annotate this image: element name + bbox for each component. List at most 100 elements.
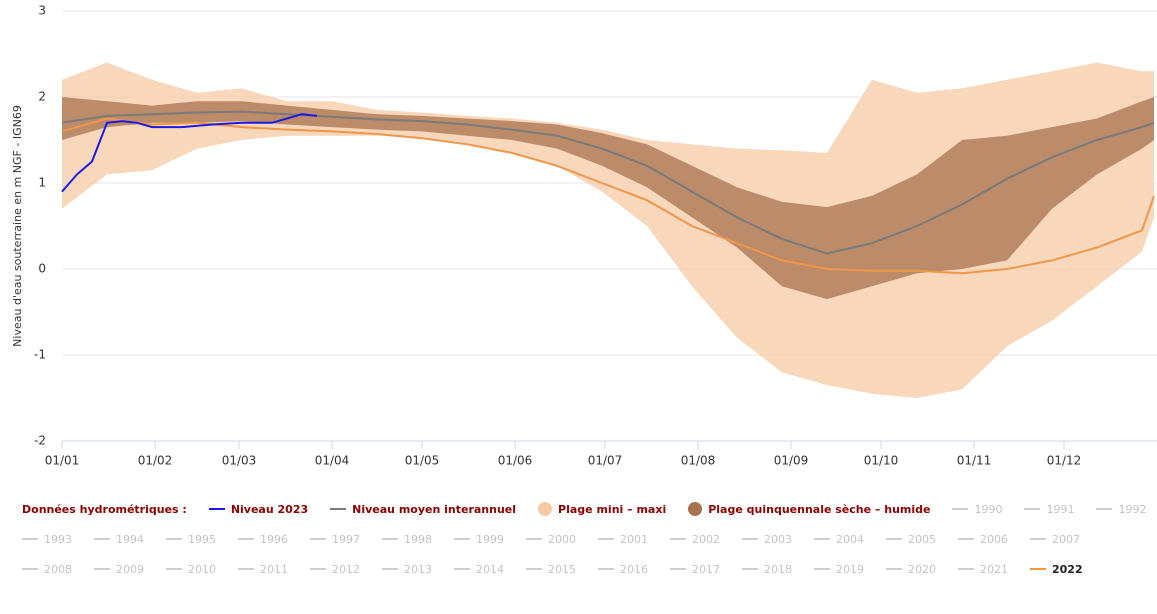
legend-swatch bbox=[238, 538, 254, 540]
legend-item[interactable]: Plage mini – maxi bbox=[538, 500, 666, 518]
legend-swatch bbox=[94, 568, 110, 570]
y-tick-label: 2 bbox=[38, 90, 46, 104]
legend-item[interactable]: 1990 bbox=[952, 500, 1002, 518]
legend-swatch bbox=[1030, 568, 1046, 570]
legend-swatch bbox=[688, 502, 703, 516]
legend-item[interactable]: 1994 bbox=[94, 530, 144, 548]
legend-item[interactable]: 2016 bbox=[598, 560, 648, 578]
legend-label: 2003 bbox=[764, 532, 792, 546]
legend-item[interactable]: 2020 bbox=[886, 560, 936, 578]
legend-item[interactable]: 2017 bbox=[670, 560, 720, 578]
legend-label: 2021 bbox=[980, 562, 1008, 576]
y-tick-label: -2 bbox=[34, 434, 46, 448]
legend-label: 2001 bbox=[620, 532, 648, 546]
legend-label: 2008 bbox=[44, 562, 72, 576]
legend-swatch bbox=[958, 568, 974, 570]
legend-item[interactable]: 2021 bbox=[958, 560, 1008, 578]
legend-item[interactable]: 2011 bbox=[238, 560, 288, 578]
legend: Données hydrométriques : Niveau 2023 Nive… bbox=[22, 500, 1147, 578]
legend-item[interactable]: 2018 bbox=[742, 560, 792, 578]
legend-item[interactable]: Plage quinquennale sèche – humide bbox=[688, 500, 930, 518]
band bbox=[62, 97, 1154, 300]
legend-label: 2016 bbox=[620, 562, 648, 576]
legend-swatch bbox=[454, 568, 470, 570]
legend-item[interactable]: Niveau moyen interannuel bbox=[330, 500, 516, 518]
legend-swatch bbox=[1030, 538, 1046, 540]
legend-swatch bbox=[1024, 508, 1041, 510]
legend-item[interactable]: 2007 bbox=[1030, 530, 1080, 548]
legend-swatch bbox=[742, 568, 758, 570]
legend-swatch bbox=[886, 568, 902, 570]
line bbox=[61, 113, 318, 193]
legend-item[interactable]: 2010 bbox=[166, 560, 216, 578]
legend-item[interactable]: 2004 bbox=[814, 530, 864, 548]
legend-label: Niveau moyen interannuel bbox=[352, 502, 517, 516]
y-tick-label: -1 bbox=[34, 348, 46, 362]
legend-swatch bbox=[598, 568, 614, 570]
legend-label: 2009 bbox=[116, 562, 144, 576]
legend-item[interactable]: 2019 bbox=[814, 560, 864, 578]
line bbox=[61, 110, 1155, 255]
x-tick-label: 01/02 bbox=[138, 454, 173, 468]
legend-label: 2018 bbox=[764, 562, 792, 576]
x-tick-label: 01/07 bbox=[588, 454, 623, 468]
legend-item[interactable]: 2008 bbox=[22, 560, 72, 578]
x-tick-label: 01/01 bbox=[45, 454, 80, 468]
legend-item[interactable]: 1991 bbox=[1024, 500, 1074, 518]
legend-item[interactable]: 1996 bbox=[238, 530, 288, 548]
legend-label: 2005 bbox=[908, 532, 936, 546]
legend-item[interactable]: 2006 bbox=[958, 530, 1008, 548]
legend-title: Données hydrométriques : bbox=[22, 502, 187, 516]
legend-item[interactable]: 1992 bbox=[1096, 500, 1146, 518]
legend-item[interactable]: Niveau 2023 bbox=[208, 500, 309, 518]
legend-swatch bbox=[310, 568, 326, 570]
legend-item[interactable]: 1999 bbox=[454, 530, 504, 548]
chart: Niveau d'eau souterraine en m NGF - IGN6… bbox=[11, 4, 1157, 468]
legend-item[interactable]: 1995 bbox=[166, 530, 216, 548]
legend-swatch bbox=[1096, 508, 1113, 510]
legend-label: 1992 bbox=[1118, 502, 1147, 516]
x-tick-label: 01/06 bbox=[498, 454, 533, 468]
legend-label: 2014 bbox=[476, 562, 504, 576]
legend-label: 2007 bbox=[1052, 532, 1080, 546]
legend-item[interactable]: 1998 bbox=[382, 530, 432, 548]
legend-item[interactable]: 2022 bbox=[1030, 560, 1083, 578]
legend-item[interactable]: 2013 bbox=[382, 560, 432, 578]
legend-swatch bbox=[330, 508, 347, 510]
legend-item[interactable]: 1997 bbox=[310, 530, 360, 548]
legend-item[interactable]: 2005 bbox=[886, 530, 936, 548]
legend-item[interactable]: 2009 bbox=[94, 560, 144, 578]
legend-label: 1994 bbox=[116, 532, 144, 546]
legend-label: 2020 bbox=[908, 562, 936, 576]
x-tick-label: 01/05 bbox=[405, 454, 440, 468]
legend-item[interactable]: 2003 bbox=[742, 530, 792, 548]
legend-label: 2013 bbox=[404, 562, 432, 576]
legend-item[interactable]: 2014 bbox=[454, 560, 504, 578]
legend-item[interactable]: 1993 bbox=[22, 530, 72, 548]
legend-swatch bbox=[22, 568, 38, 570]
legend-item[interactable]: 2012 bbox=[310, 560, 360, 578]
legend-label: 2022 bbox=[1052, 562, 1083, 576]
legend-item[interactable]: 2001 bbox=[598, 530, 648, 548]
legend-label: 1990 bbox=[974, 502, 1003, 516]
legend-label: 1999 bbox=[476, 532, 504, 546]
legend-item[interactable]: 2002 bbox=[670, 530, 720, 548]
band bbox=[62, 62, 1154, 398]
legend-swatch bbox=[814, 568, 830, 570]
legend-label: 1993 bbox=[44, 532, 72, 546]
x-tick-label: 01/09 bbox=[774, 454, 809, 468]
legend-swatch bbox=[22, 538, 38, 540]
legend-label: Niveau 2023 bbox=[230, 502, 309, 516]
legend-swatch bbox=[382, 538, 398, 540]
legend-item[interactable]: 2000 bbox=[526, 530, 576, 548]
legend-label: Plage mini – maxi bbox=[558, 502, 667, 516]
legend-label: 1996 bbox=[260, 532, 288, 546]
line bbox=[61, 117, 1155, 275]
y-axis-label: Niveau d'eau souterraine en m NGF - IGN6… bbox=[11, 105, 24, 347]
legend-item[interactable]: 2015 bbox=[526, 560, 576, 578]
legend-label: 1991 bbox=[1046, 502, 1075, 516]
legend-label: Plage quinquennale sèche – humide bbox=[708, 502, 931, 516]
x-tick-label: 01/03 bbox=[222, 454, 257, 468]
legend-swatch bbox=[598, 538, 614, 540]
